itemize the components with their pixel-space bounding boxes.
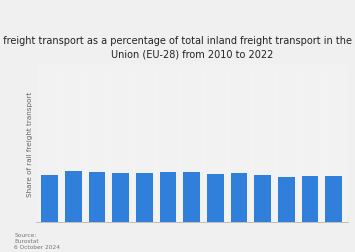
Bar (184, 173, 200, 222)
Bar (38, 66, 61, 222)
Bar (203, 66, 227, 222)
Bar (298, 66, 322, 222)
Bar (302, 177, 318, 222)
Bar (132, 66, 156, 222)
Bar (136, 173, 153, 222)
Bar (65, 172, 82, 222)
Title: Rail freight transport as a percentage of total inland freight transport in the : Rail freight transport as a percentage o… (0, 36, 355, 59)
Bar (231, 174, 247, 222)
Bar (156, 66, 180, 222)
Bar (255, 175, 271, 222)
Bar (207, 174, 224, 222)
Y-axis label: Share of rail freight transport: Share of rail freight transport (27, 91, 33, 196)
Bar (113, 173, 129, 222)
Bar (274, 66, 298, 222)
Bar (61, 66, 85, 222)
Bar (109, 66, 132, 222)
Bar (89, 172, 105, 222)
Text: Source:
Eurostat
6 October 2024: Source: Eurostat 6 October 2024 (14, 232, 60, 249)
Bar (251, 66, 274, 222)
Bar (278, 177, 295, 222)
Bar (322, 66, 345, 222)
Bar (42, 175, 58, 222)
Bar (227, 66, 251, 222)
Bar (180, 66, 203, 222)
Bar (160, 173, 176, 222)
Bar (85, 66, 109, 222)
Bar (326, 176, 342, 222)
